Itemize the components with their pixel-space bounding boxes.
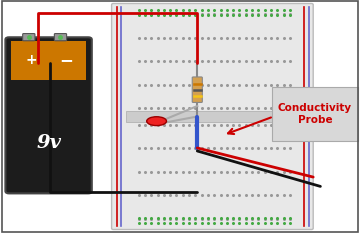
FancyBboxPatch shape (54, 34, 67, 41)
Ellipse shape (147, 117, 166, 126)
FancyBboxPatch shape (11, 41, 86, 80)
FancyBboxPatch shape (112, 3, 313, 230)
FancyBboxPatch shape (272, 87, 358, 141)
Text: +: + (25, 53, 37, 68)
FancyBboxPatch shape (5, 37, 92, 193)
Text: Conductivity
Probe: Conductivity Probe (278, 103, 352, 125)
Text: 9v: 9v (36, 134, 61, 152)
FancyBboxPatch shape (126, 111, 299, 122)
FancyBboxPatch shape (23, 34, 35, 41)
Text: −: − (59, 51, 73, 69)
FancyBboxPatch shape (192, 77, 202, 103)
